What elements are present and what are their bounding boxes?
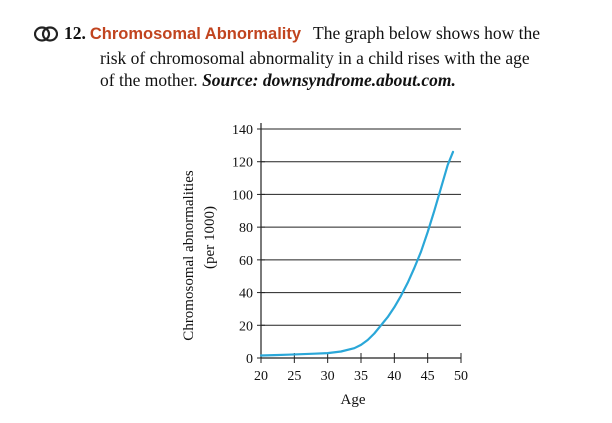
chart-series (259, 150, 455, 357)
y-tick-labels: 0 20 40 60 80 100 120 140 (232, 123, 253, 367)
x-tick-label-30: 30 (321, 369, 335, 384)
x-tick-label-25: 25 (287, 369, 301, 384)
problem-text: 12. Chromosomal Abnormality The graph belo… (33, 22, 594, 91)
x-tick-label-40: 40 (387, 369, 401, 384)
y-tick-label-0: 0 (246, 352, 253, 367)
y-tick-label-80: 80 (239, 221, 253, 236)
x-tick-label-20: 20 (254, 369, 268, 384)
x-tick-label-35: 35 (354, 369, 368, 384)
y-tick-label-20: 20 (239, 319, 253, 334)
y-axis-label-units: (per 1000) (202, 206, 218, 269)
source-text: downsyndrome.about.com. (262, 70, 456, 90)
x-tick-label-50: 50 (454, 369, 468, 384)
link-icon (33, 25, 59, 47)
problem-line-3: of the mother. Source: downsyndrome.abou… (34, 69, 594, 91)
x-tick-labels: 20 25 30 35 40 45 50 (254, 369, 468, 384)
y-tick-label-60: 60 (239, 254, 253, 269)
series-curve-0 (259, 150, 455, 357)
x-tick-label-45: 45 (421, 369, 435, 384)
y-axis-label: Chromosomal abnormalities (181, 170, 197, 341)
source-label: Source: (202, 70, 259, 90)
problem-line-2: risk of chromosomal abnormality in a chi… (100, 48, 530, 68)
problem-line-1: 12. Chromosomal Abnormality The graph belo… (33, 22, 594, 47)
chart-axes (257, 123, 462, 363)
problem-number: 12. (64, 23, 86, 43)
problem-line1-text: The graph below shows how the (313, 23, 541, 43)
y-tick-label-120: 120 (232, 156, 253, 171)
problem-title: Chromosomal Abnormality (89, 25, 302, 43)
problem-line3-text: of the mother. (100, 70, 198, 90)
y-tick-label-40: 40 (239, 287, 253, 302)
chart-grid (261, 128, 461, 326)
y-tick-label-140: 140 (232, 123, 253, 138)
x-axis-label: Age (341, 392, 366, 408)
y-tick-label-100: 100 (232, 188, 253, 203)
